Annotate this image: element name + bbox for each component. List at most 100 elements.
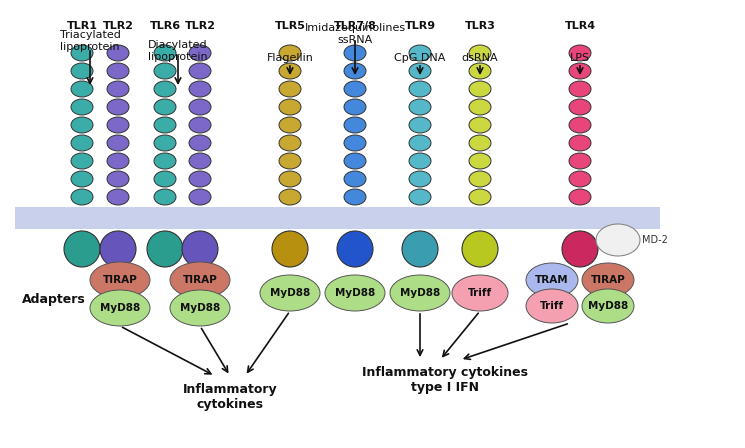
Ellipse shape: [469, 189, 491, 205]
Ellipse shape: [90, 262, 150, 298]
Ellipse shape: [279, 81, 301, 97]
Ellipse shape: [154, 135, 176, 151]
Text: MD-2: MD-2: [642, 235, 668, 245]
Ellipse shape: [182, 231, 218, 267]
Ellipse shape: [409, 63, 431, 79]
Ellipse shape: [71, 63, 93, 79]
Ellipse shape: [452, 275, 508, 311]
Ellipse shape: [107, 153, 129, 169]
Text: TRAM: TRAM: [535, 275, 569, 285]
Text: TLR2: TLR2: [185, 21, 215, 31]
Text: TLR7/8: TLR7/8: [334, 21, 376, 31]
Ellipse shape: [526, 289, 578, 323]
Ellipse shape: [569, 135, 591, 151]
Ellipse shape: [569, 171, 591, 187]
Ellipse shape: [279, 135, 301, 151]
Ellipse shape: [569, 99, 591, 115]
Text: Triff: Triff: [468, 288, 492, 298]
Ellipse shape: [279, 63, 301, 79]
Ellipse shape: [469, 45, 491, 61]
Text: TIRAP: TIRAP: [103, 275, 137, 285]
Ellipse shape: [409, 171, 431, 187]
Ellipse shape: [154, 63, 176, 79]
Ellipse shape: [154, 81, 176, 97]
Text: TLR4: TLR4: [565, 21, 595, 31]
Ellipse shape: [71, 135, 93, 151]
Text: TIRAP: TIRAP: [591, 275, 625, 285]
Ellipse shape: [325, 275, 385, 311]
Ellipse shape: [469, 117, 491, 133]
Ellipse shape: [569, 45, 591, 61]
Ellipse shape: [344, 117, 366, 133]
Ellipse shape: [582, 289, 634, 323]
Ellipse shape: [189, 189, 211, 205]
Ellipse shape: [279, 189, 301, 205]
Ellipse shape: [462, 231, 498, 267]
Ellipse shape: [189, 117, 211, 133]
Ellipse shape: [154, 117, 176, 133]
Ellipse shape: [154, 189, 176, 205]
Text: Imidazoquinolines
ssRNA: Imidazoquinolines ssRNA: [305, 23, 405, 45]
Ellipse shape: [409, 189, 431, 205]
Text: Diacylated
lipoprotein: Diacylated lipoprotein: [148, 40, 208, 62]
Ellipse shape: [147, 231, 183, 267]
Ellipse shape: [469, 153, 491, 169]
Bar: [15, 207, 660, 229]
Ellipse shape: [337, 231, 373, 267]
Text: Triacylated
lipoprotein: Triacylated lipoprotein: [60, 30, 121, 52]
Ellipse shape: [409, 117, 431, 133]
Ellipse shape: [526, 263, 578, 297]
Ellipse shape: [272, 231, 308, 267]
Ellipse shape: [154, 171, 176, 187]
Text: MyD88: MyD88: [270, 288, 310, 298]
Ellipse shape: [154, 45, 176, 61]
Ellipse shape: [189, 45, 211, 61]
Ellipse shape: [582, 263, 634, 297]
Text: TIRAP: TIRAP: [183, 275, 218, 285]
Ellipse shape: [279, 117, 301, 133]
Text: Flagellin: Flagellin: [267, 53, 314, 63]
Text: TLR1: TLR1: [66, 21, 98, 31]
Ellipse shape: [569, 117, 591, 133]
Text: TLR3: TLR3: [465, 21, 495, 31]
Ellipse shape: [170, 290, 230, 326]
Ellipse shape: [71, 153, 93, 169]
Ellipse shape: [344, 189, 366, 205]
Ellipse shape: [409, 81, 431, 97]
Ellipse shape: [154, 153, 176, 169]
Ellipse shape: [569, 63, 591, 79]
Ellipse shape: [569, 153, 591, 169]
Ellipse shape: [569, 81, 591, 97]
Text: MyD88: MyD88: [180, 303, 220, 313]
Ellipse shape: [107, 189, 129, 205]
Ellipse shape: [100, 231, 136, 267]
Ellipse shape: [344, 153, 366, 169]
Ellipse shape: [107, 81, 129, 97]
Ellipse shape: [107, 171, 129, 187]
Ellipse shape: [189, 171, 211, 187]
Ellipse shape: [107, 45, 129, 61]
Text: TLR6: TLR6: [150, 21, 180, 31]
Ellipse shape: [189, 99, 211, 115]
Ellipse shape: [344, 45, 366, 61]
Ellipse shape: [189, 135, 211, 151]
Ellipse shape: [344, 171, 366, 187]
Ellipse shape: [344, 99, 366, 115]
Text: TLR5: TLR5: [275, 21, 305, 31]
Text: MyD88: MyD88: [335, 288, 375, 298]
Ellipse shape: [189, 63, 211, 79]
Ellipse shape: [189, 153, 211, 169]
Text: CpG DNA: CpG DNA: [394, 53, 446, 63]
Ellipse shape: [189, 81, 211, 97]
Ellipse shape: [279, 99, 301, 115]
Text: dsRNA: dsRNA: [462, 53, 498, 63]
Ellipse shape: [344, 63, 366, 79]
Ellipse shape: [409, 99, 431, 115]
Text: Inflammatory
cytokines: Inflammatory cytokines: [183, 383, 277, 411]
Ellipse shape: [107, 117, 129, 133]
Ellipse shape: [390, 275, 450, 311]
Ellipse shape: [107, 63, 129, 79]
Ellipse shape: [344, 135, 366, 151]
Ellipse shape: [260, 275, 320, 311]
Ellipse shape: [596, 224, 640, 256]
